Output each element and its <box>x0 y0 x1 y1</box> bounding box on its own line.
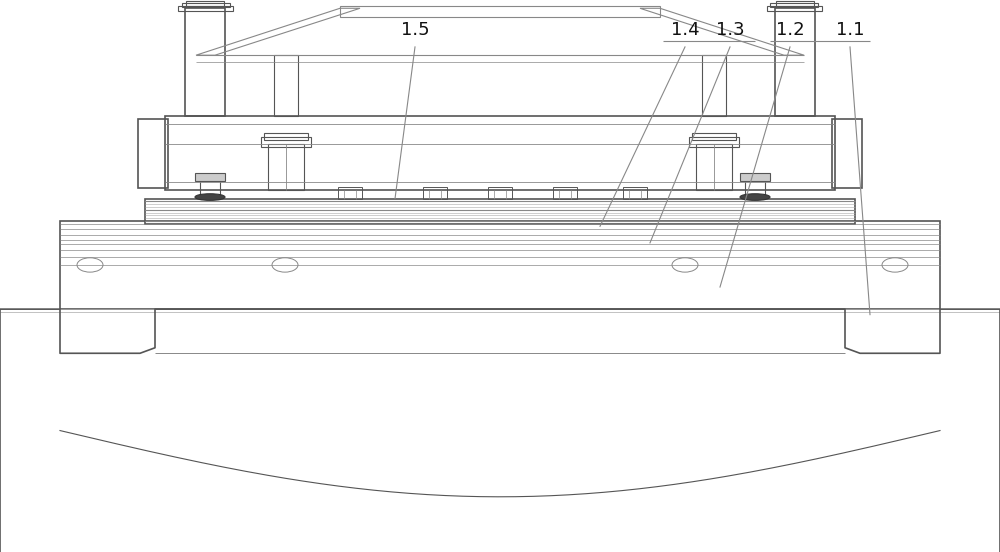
Bar <box>138 119 168 188</box>
Bar <box>832 119 862 188</box>
Ellipse shape <box>195 194 225 200</box>
Bar <box>145 199 855 224</box>
Text: 1.5: 1.5 <box>401 20 429 39</box>
Bar <box>195 173 225 181</box>
Bar <box>696 144 732 190</box>
Bar <box>488 187 512 199</box>
Bar <box>767 6 822 11</box>
Bar <box>274 55 298 116</box>
Bar <box>689 137 739 147</box>
Bar <box>776 1 814 6</box>
Bar <box>702 55 726 116</box>
Bar <box>423 187 447 199</box>
Bar <box>745 178 765 199</box>
Bar <box>623 187 647 199</box>
Text: 1.2: 1.2 <box>776 20 804 39</box>
Text: 1.4: 1.4 <box>671 20 699 39</box>
Bar <box>185 8 225 116</box>
Bar <box>775 8 815 116</box>
Bar <box>165 116 835 190</box>
Bar <box>268 144 304 190</box>
Text: 1.1: 1.1 <box>836 20 864 39</box>
Bar <box>261 137 311 147</box>
Bar <box>182 3 230 7</box>
Bar <box>692 133 736 140</box>
Bar <box>186 1 224 6</box>
Text: 1.3: 1.3 <box>716 20 744 39</box>
Bar <box>770 3 818 7</box>
Bar <box>338 187 362 199</box>
Ellipse shape <box>740 194 770 200</box>
Bar <box>264 133 308 140</box>
Bar <box>178 6 233 11</box>
Bar <box>553 187 577 199</box>
Bar <box>740 173 770 181</box>
Bar <box>60 221 940 309</box>
Bar <box>200 178 220 199</box>
Bar <box>340 6 660 17</box>
